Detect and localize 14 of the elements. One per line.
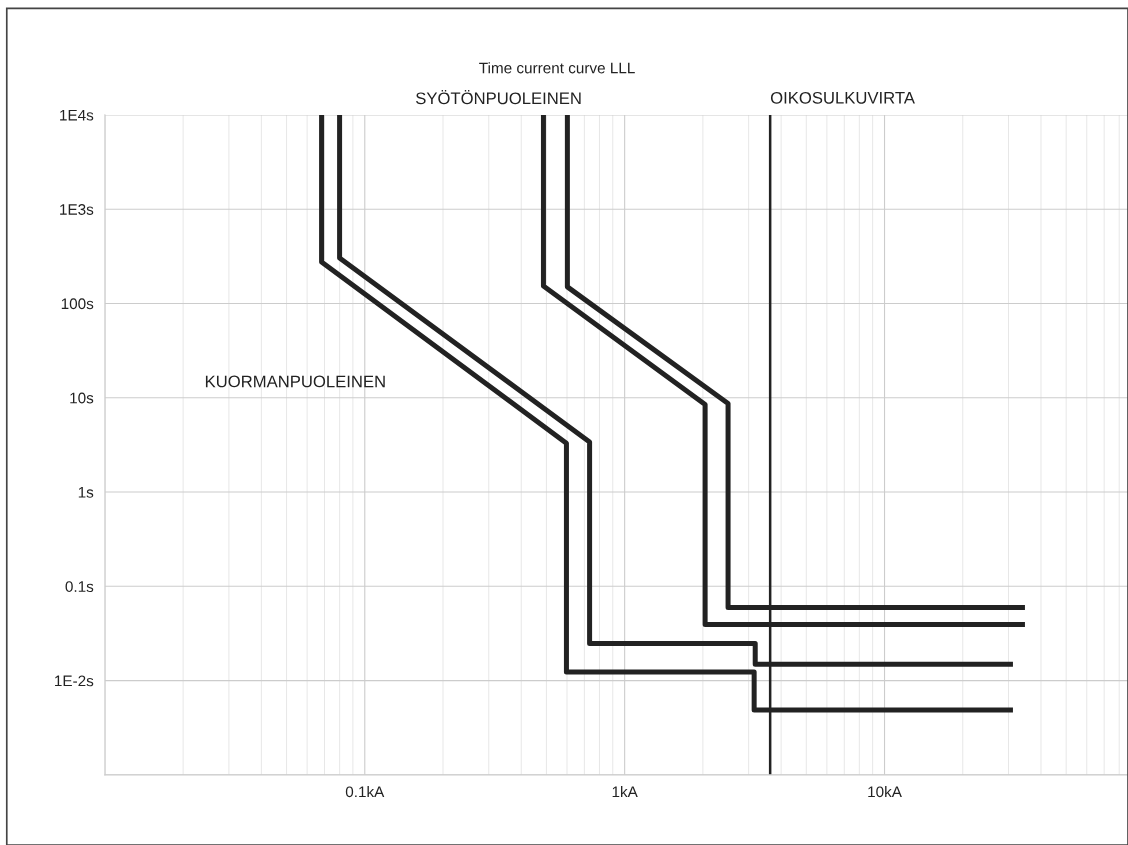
y-tick-label: 10s bbox=[70, 392, 94, 404]
y-tick-label: 1s bbox=[78, 487, 94, 498]
y-tick-label: 1E3s bbox=[60, 204, 94, 215]
x-tick-label: 1kA bbox=[612, 785, 638, 798]
text: SYÖTÖNPUOLEINEN bbox=[416, 90, 581, 105]
annotation: KUORMANPUOLEINEN bbox=[205, 375, 385, 388]
y-tick-label: 1E4s bbox=[60, 109, 94, 121]
ref-line-label: OIKOSULKUVIRTA bbox=[770, 91, 915, 104]
x-tick-label: 10kA bbox=[868, 785, 902, 798]
y-tick-label: 1E-2s bbox=[55, 675, 94, 687]
y-tick-label: 0.1s bbox=[65, 581, 94, 592]
y-tick-label: 100s bbox=[61, 298, 94, 310]
x-tick-label: 0.1kA bbox=[345, 785, 385, 798]
chart-title: Time current curve LLL bbox=[479, 62, 635, 74]
